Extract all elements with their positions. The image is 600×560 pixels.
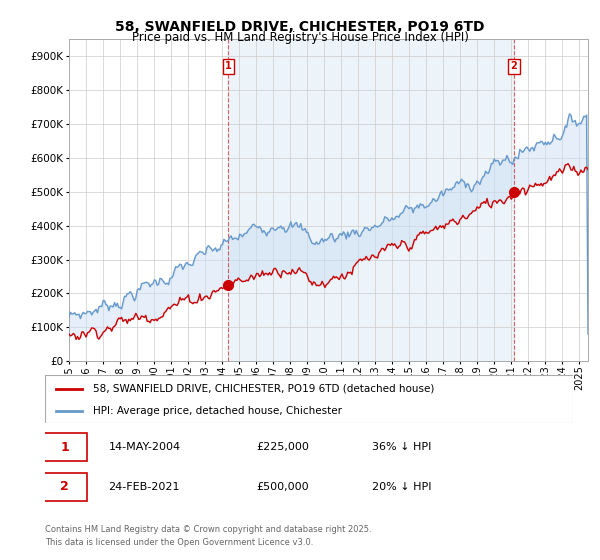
Text: 58, SWANFIELD DRIVE, CHICHESTER, PO19 6TD: 58, SWANFIELD DRIVE, CHICHESTER, PO19 6T… (115, 20, 485, 34)
Text: Price paid vs. HM Land Registry's House Price Index (HPI): Price paid vs. HM Land Registry's House … (131, 31, 469, 44)
FancyBboxPatch shape (43, 433, 87, 461)
Text: £225,000: £225,000 (256, 442, 309, 452)
Text: 2: 2 (511, 61, 517, 71)
Text: 58, SWANFIELD DRIVE, CHICHESTER, PO19 6TD (detached house): 58, SWANFIELD DRIVE, CHICHESTER, PO19 6T… (92, 384, 434, 394)
Text: £500,000: £500,000 (256, 482, 309, 492)
Text: 14-MAY-2004: 14-MAY-2004 (109, 442, 181, 452)
Text: Contains HM Land Registry data © Crown copyright and database right 2025.
This d: Contains HM Land Registry data © Crown c… (45, 525, 371, 547)
Text: 24-FEB-2021: 24-FEB-2021 (109, 482, 180, 492)
Text: HPI: Average price, detached house, Chichester: HPI: Average price, detached house, Chic… (92, 406, 341, 416)
FancyBboxPatch shape (43, 473, 87, 501)
Text: 1: 1 (61, 441, 69, 454)
Text: 20% ↓ HPI: 20% ↓ HPI (373, 482, 432, 492)
Text: 2: 2 (61, 480, 69, 493)
Text: 1: 1 (225, 61, 232, 71)
Bar (229, 39, 514, 361)
Text: 36% ↓ HPI: 36% ↓ HPI (373, 442, 432, 452)
